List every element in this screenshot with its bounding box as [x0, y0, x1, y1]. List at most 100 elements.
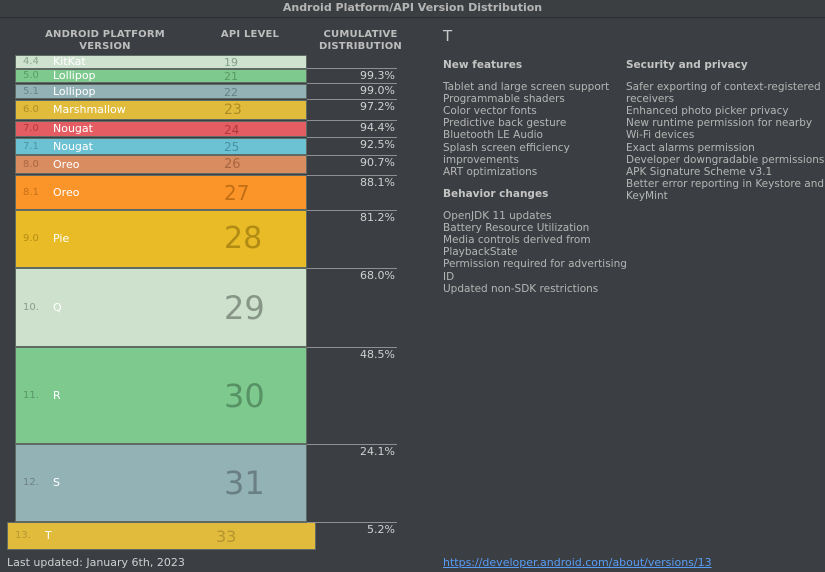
api-level: 33: [216, 527, 237, 547]
behavior-changes-section: Behavior changes OpenJDK 11 updates Batte…: [443, 188, 627, 295]
cumulative-value: 5.2%: [367, 523, 395, 536]
version-row[interactable]: 12. S 31: [15, 444, 307, 522]
version-row[interactable]: 10. Q 29: [15, 268, 307, 347]
version-name: Oreo: [53, 185, 80, 199]
cumulative-value: 88.1%: [360, 176, 395, 189]
version-number: 9.0: [23, 233, 39, 244]
cumulative-divider: [307, 83, 397, 84]
security-privacy-item: Wi-Fi devices: [626, 129, 695, 142]
api-level: 30: [224, 376, 265, 415]
security-privacy-item: KeyMint: [626, 189, 668, 202]
cumulative-value: 48.5%: [360, 348, 395, 361]
behavior-change-item: Permission required for advertising: [443, 258, 627, 271]
version-row[interactable]: 8.0 Oreo 26: [15, 155, 307, 174]
version-name: Nougat: [53, 122, 93, 135]
cumulative-divider: [307, 210, 397, 211]
security-privacy-section: Security and privacy Safer exporting of …: [626, 59, 825, 202]
api-level: 23: [224, 102, 242, 119]
version-number: 11.: [23, 389, 39, 401]
android-13-docs-link[interactable]: https://developer.android.com/about/vers…: [443, 556, 712, 569]
new-features-heading: New features: [443, 59, 523, 71]
version-number: 8.0: [23, 158, 39, 170]
api-level: 21: [224, 70, 238, 84]
cumulative-value: 68.0%: [360, 269, 395, 282]
cumulative-divider: [307, 175, 397, 176]
header-api: API LEVEL: [220, 29, 280, 40]
security-privacy-item: receivers: [626, 93, 675, 106]
version-name: Oreo: [53, 157, 80, 171]
behavior-change-item: Battery Resource Utilization: [443, 222, 590, 235]
cumulative-divider: [307, 120, 397, 121]
version-row[interactable]: 5.0 Lollipop 21: [15, 69, 307, 83]
security-privacy-item: Enhanced photo picker privacy: [626, 105, 789, 118]
version-row[interactable]: 13. T 33: [7, 522, 316, 550]
new-feature-item: Tablet and large screen support: [443, 81, 610, 94]
cumulative-value: 81.2%: [360, 211, 395, 224]
api-level: 26: [224, 157, 241, 173]
header-cumulative: CUMULATIVE DISTRIBUTION: [318, 29, 403, 52]
version-name: S: [53, 476, 60, 489]
version-row[interactable]: 5.1 Lollipop 22: [15, 84, 307, 99]
version-number: 6.0: [23, 104, 39, 115]
api-level: 29: [224, 288, 265, 327]
last-updated: Last updated: January 6th, 2023: [7, 556, 185, 569]
new-feature-item: Predictive back gesture: [443, 117, 567, 130]
version-number: 7.1: [23, 140, 39, 152]
new-features-section: New features Tablet and large screen sup…: [443, 59, 618, 178]
cumulative-value: 92.5%: [360, 138, 395, 151]
version-row[interactable]: 8.1 Oreo 27: [15, 175, 307, 210]
version-name: R: [53, 388, 61, 402]
security-privacy-heading: Security and privacy: [626, 59, 748, 71]
version-row[interactable]: 11. R 30: [15, 347, 307, 444]
version-name: Pie: [53, 232, 70, 245]
cumulative-divider: [307, 522, 397, 523]
version-name: T: [45, 529, 52, 542]
behavior-change-item: OpenJDK 11 updates: [443, 210, 552, 223]
version-name: Q: [53, 300, 62, 314]
version-number: 13.: [15, 530, 31, 541]
version-row[interactable]: 9.0 Pie 28: [15, 210, 307, 268]
version-number: 7.0: [23, 123, 39, 134]
cumulative-divider: [307, 137, 397, 138]
api-level: 27: [224, 181, 250, 206]
new-feature-item: ART optimizations: [443, 165, 538, 178]
new-feature-item: Bluetooth LE Audio: [443, 129, 543, 142]
version-number: 12.: [23, 477, 39, 488]
new-feature-item: improvements: [443, 153, 519, 166]
version-row[interactable]: 7.1 Nougat 25: [15, 138, 307, 155]
api-level: 24: [224, 122, 240, 137]
behavior-change-item: ID: [443, 270, 455, 283]
cumulative-value: 97.2%: [360, 100, 395, 113]
window-title: Android Platform/API Version Distributio…: [0, 0, 825, 18]
cumulative-divider: [307, 68, 397, 69]
cumulative-value: 94.4%: [360, 121, 395, 134]
version-row[interactable]: 7.0 Nougat 24: [15, 121, 307, 137]
version-number: 5.1: [23, 85, 39, 97]
api-level: 25: [224, 140, 240, 155]
new-feature-item: Programmable shaders: [443, 93, 565, 106]
cumulative-divider: [307, 444, 397, 445]
api-level: 19: [224, 56, 238, 70]
api-level: 28: [224, 221, 263, 257]
version-name: Nougat: [53, 139, 93, 153]
security-privacy-item: Better error reporting in Keystore and: [626, 177, 825, 190]
new-feature-item: Splash screen efficiency: [443, 141, 570, 154]
behavior-change-item: PlaybackState: [443, 246, 518, 259]
version-number: 8.1: [23, 186, 39, 198]
version-name: KitKat: [53, 55, 86, 68]
security-privacy-item: New runtime permission for nearby: [626, 117, 813, 130]
api-level: 31: [224, 464, 265, 503]
version-row[interactable]: 6.0 Marshmallow 23: [15, 100, 307, 120]
version-number: 10.: [23, 301, 39, 313]
security-privacy-item: Safer exporting of context-registered: [626, 81, 821, 94]
cumulative-value: 90.7%: [360, 156, 395, 169]
version-name: Lollipop: [53, 84, 96, 98]
security-privacy-item: Exact alarms permission: [626, 141, 755, 154]
behavior-change-item: Media controls derived from: [443, 234, 591, 247]
cumulative-divider: [307, 99, 397, 100]
cumulative-divider: [307, 155, 397, 156]
cumulative-value: 99.0%: [360, 84, 395, 97]
version-row[interactable]: 4.4 KitKat 19: [15, 55, 307, 69]
cumulative-value: 99.3%: [360, 69, 395, 82]
version-number: 5.0: [23, 70, 39, 81]
